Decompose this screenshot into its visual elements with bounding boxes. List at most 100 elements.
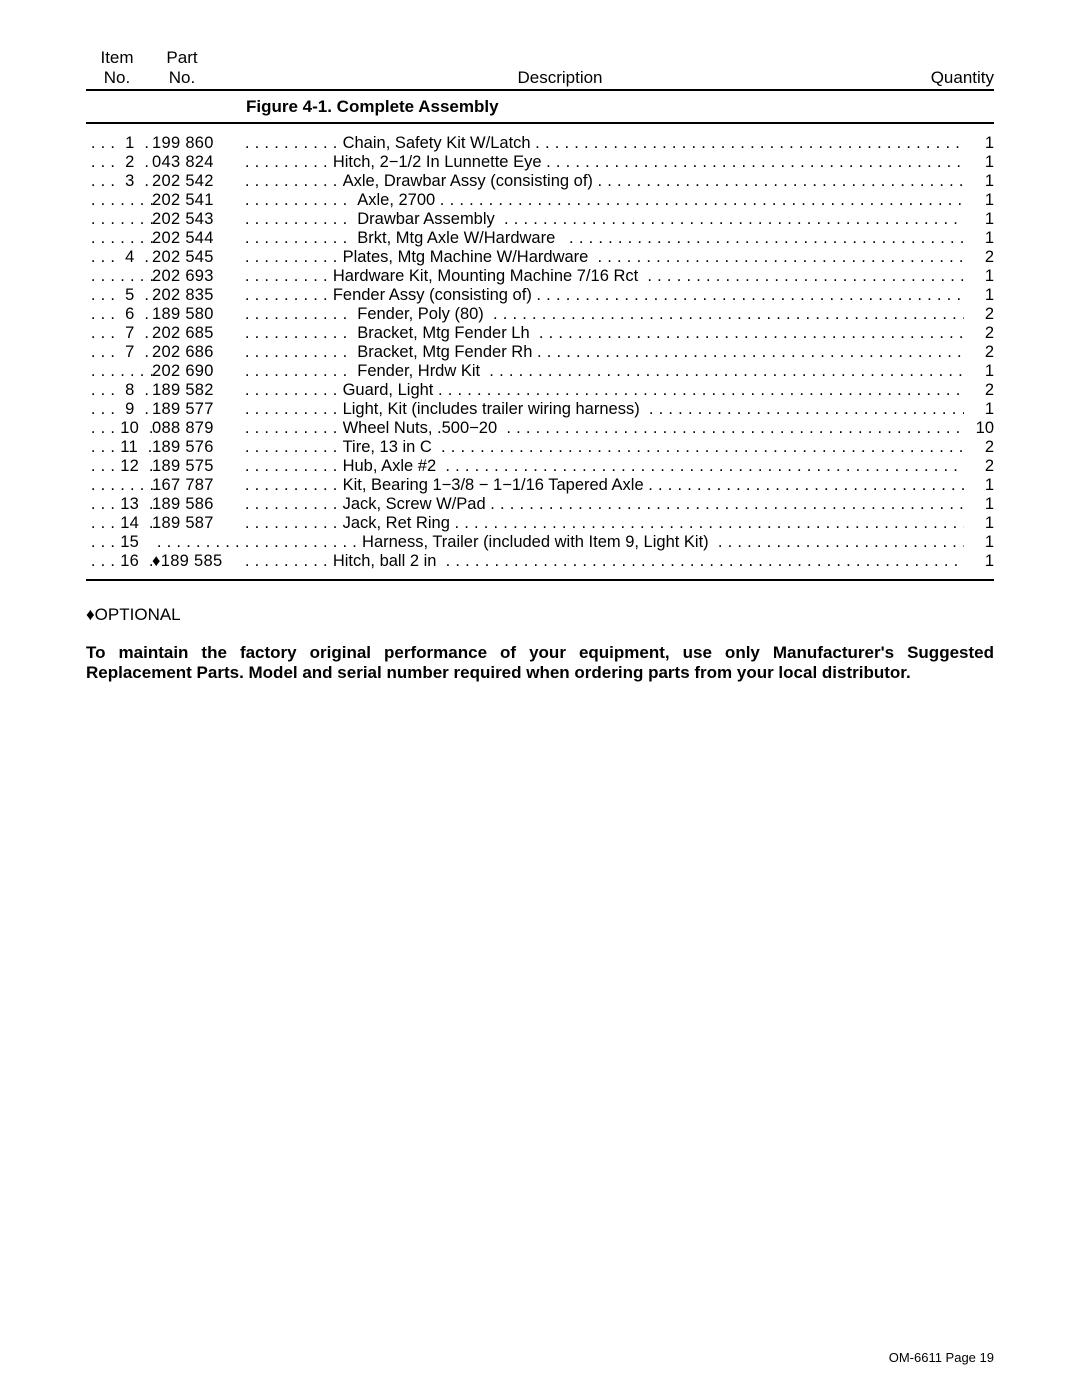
leader-dots-fill (535, 134, 964, 153)
part-row: . . . 8 . 189 582 . . . . . . . . . . Gu… (86, 381, 994, 400)
header-item-l1: Item (86, 48, 148, 68)
leader-dots-fill (569, 229, 964, 248)
leader-dots-fill (438, 381, 964, 400)
part-number: 189 586 (152, 495, 240, 514)
leader-dots: . . . . . . . . . . (240, 400, 343, 419)
header-item-l2: No. (86, 68, 148, 88)
leader-dots: . . . . . . . . . . (240, 495, 343, 514)
leader-dots: . . . . . . . . . . (240, 476, 343, 495)
leader-dots-fill (598, 248, 965, 267)
part-description: Fender, Poly (80) (357, 305, 493, 324)
part-number: 189 576 (152, 438, 240, 457)
header-item-no: Item No. (86, 48, 148, 87)
header-part-l2: No. (148, 68, 216, 88)
part-row: . . . 11 . 189 576 . . . . . . . . . . T… (86, 438, 994, 457)
leader-dots: . . . . . . . . . . (240, 438, 343, 457)
part-description: Fender, Hrdw Kit (357, 362, 489, 381)
part-quantity: 1 (964, 495, 994, 514)
part-quantity: 10 (964, 419, 994, 438)
part-description: Axle, 2700 (357, 191, 440, 210)
leader-dots: . . . . . . . . . (240, 267, 333, 286)
header-part-l1: Part (148, 48, 216, 68)
page-number: OM-6611 Page 19 (889, 1350, 994, 1365)
part-quantity: 2 (964, 248, 994, 267)
part-item-no: . . . . . . . (86, 267, 152, 286)
part-row: . . . 1 . 199 860 . . . . . . . . . . Ch… (86, 134, 994, 153)
part-item-no: . . . . . . . (86, 210, 152, 229)
part-item-no: . . . 9 . (86, 400, 152, 419)
part-number: 088 879 (152, 419, 240, 438)
part-item-no: . . . 5 . (86, 286, 152, 305)
leader-dots-fill (504, 210, 964, 229)
leader-dots-fill (539, 324, 964, 343)
leader-dots-fill (649, 400, 964, 419)
leader-dots-fill (647, 267, 964, 286)
part-description: Hitch, 2−1/2 In Lunnette Eye (333, 153, 546, 172)
part-item-no: . . . 4 . (86, 248, 152, 267)
part-item-no: . . . . . . . (86, 362, 152, 381)
part-item-no: . . . 2 . (86, 153, 152, 172)
leader-dots: . . . . . . . . . . . (240, 362, 357, 381)
part-quantity: 2 (964, 457, 994, 476)
optional-label: ♦OPTIONAL (86, 605, 994, 625)
part-description: Hitch, ball 2 in (333, 552, 446, 571)
part-number: 189 582 (152, 381, 240, 400)
leader-dots: . . . . . . . . . . (240, 134, 343, 153)
leader-dots-fill (490, 495, 964, 514)
leader-dots-fill (537, 343, 964, 362)
part-row: . . . 5 . 202 835 . . . . . . . . . Fend… (86, 286, 994, 305)
part-item-no: . . . . . . . (86, 229, 152, 248)
part-desc-wrap: Bracket, Mtg Fender Rh (357, 343, 964, 362)
leader-dots-fill (493, 305, 964, 324)
part-desc-wrap: Hitch, 2−1/2 In Lunnette Eye (333, 153, 964, 172)
part-row: . . . . . . . 202 690 . . . . . . . . . … (86, 362, 994, 381)
part-description: Jack, Screw W/Pad (343, 495, 491, 514)
part-item-no: . . . 16 . (86, 552, 152, 571)
leader-dots: . . . . . . . . . . (240, 419, 343, 438)
part-row: . . . 14 . 189 587 . . . . . . . . . . J… (86, 514, 994, 533)
part-row: . . . 13 . 189 586 . . . . . . . . . . J… (86, 495, 994, 514)
part-quantity: 1 (964, 286, 994, 305)
part-quantity: 1 (964, 191, 994, 210)
part-desc-wrap: Hardware Kit, Mounting Machine 7/16 Rct (333, 267, 964, 286)
part-item-no: . . . 1 . (86, 134, 152, 153)
figure-title-row: Figure 4-1. Complete Assembly (86, 91, 994, 124)
part-number: 189 575 (152, 457, 240, 476)
part-description: Axle, Drawbar Assy (consisting of) (343, 172, 598, 191)
part-desc-wrap: Jack, Screw W/Pad (343, 495, 964, 514)
leader-dots-fill (454, 514, 964, 533)
leader-dots-fill (441, 438, 964, 457)
part-number: 202 541 (152, 191, 240, 210)
leader-dots: . . . . . . . . . . . . . . . . . . . . … (152, 533, 362, 552)
part-row: . . . 3 . 202 542 . . . . . . . . . . Ax… (86, 172, 994, 191)
part-number: 202 693 (152, 267, 240, 286)
part-row: . . . 15 . . . . . . . . . . . . . . . .… (86, 533, 994, 552)
leader-dots: . . . . . . . . . (240, 286, 333, 305)
part-desc-wrap: Axle, Drawbar Assy (consisting of) (343, 172, 964, 191)
part-number: 167 787 (152, 476, 240, 495)
part-description: Bracket, Mtg Fender Rh (357, 343, 537, 362)
part-quantity: 1 (964, 514, 994, 533)
leader-dots: . . . . . . . . . . (240, 381, 343, 400)
part-description: Wheel Nuts, .500−20 (343, 419, 507, 438)
leader-dots-fill (648, 476, 964, 495)
part-quantity: 2 (964, 305, 994, 324)
part-quantity: 1 (964, 134, 994, 153)
leader-dots-fill (536, 286, 964, 305)
part-quantity: 1 (964, 362, 994, 381)
part-description: Plates, Mtg Machine W/Hardware (343, 248, 598, 267)
part-row: . . . 6 . 189 580 . . . . . . . . . . . … (86, 305, 994, 324)
part-number: 202 685 (152, 324, 240, 343)
leader-dots: . . . . . . . . . . (240, 457, 343, 476)
part-item-no: . . . 8 . (86, 381, 152, 400)
part-item-no: . . . 11 . (86, 438, 152, 457)
part-number: 202 545 (152, 248, 240, 267)
leader-dots: . . . . . . . . . (240, 552, 333, 571)
leader-dots: . . . . . . . . . . . (240, 229, 357, 248)
leader-dots: . . . . . . . . . . (240, 514, 343, 533)
part-number: 202 835 (152, 286, 240, 305)
part-desc-wrap: Hub, Axle #2 (343, 457, 964, 476)
part-row: . . . . . . . 202 693 . . . . . . . . . … (86, 267, 994, 286)
leader-dots-fill (446, 552, 964, 571)
part-description: Drawbar Assembly (357, 210, 504, 229)
